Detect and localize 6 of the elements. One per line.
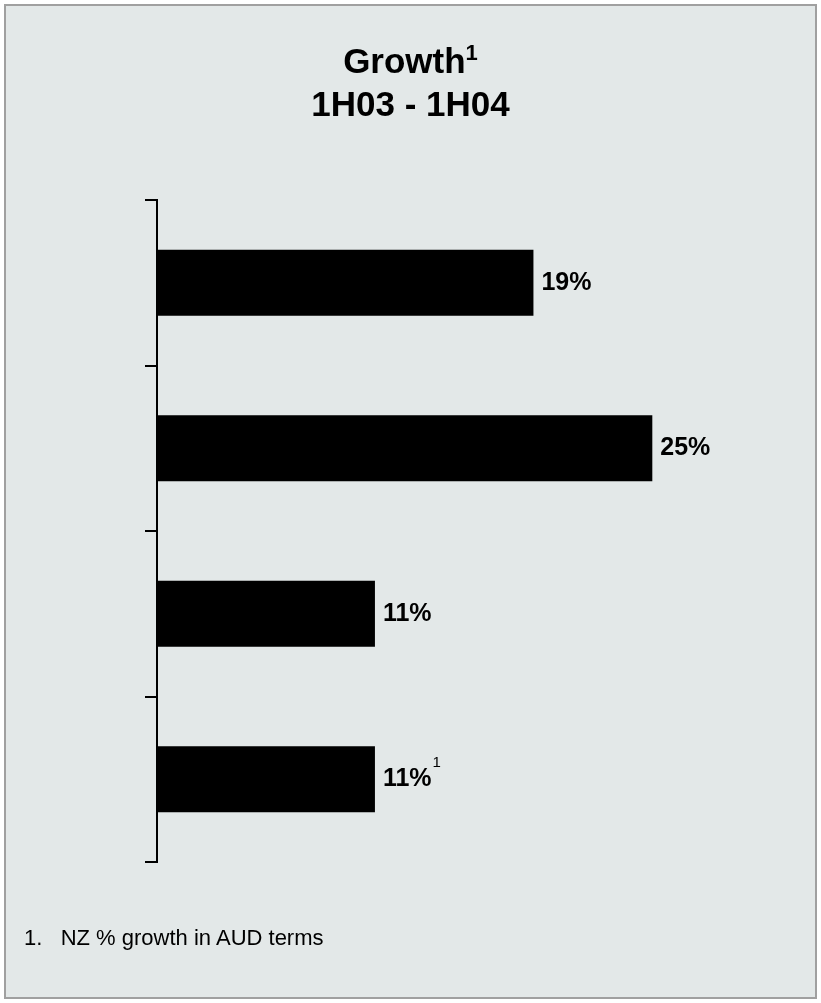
data-label: 11% — [382, 597, 432, 626]
chart-title: Growth$^{1}$ — [342, 40, 479, 81]
text: 1. NZ % growth in AUD terms — [24, 925, 324, 951]
data-label: 19% — [541, 266, 592, 295]
chart-subtitle: 1H03 - 1H04 — [310, 84, 511, 124]
data-label: 25% — [660, 432, 711, 461]
